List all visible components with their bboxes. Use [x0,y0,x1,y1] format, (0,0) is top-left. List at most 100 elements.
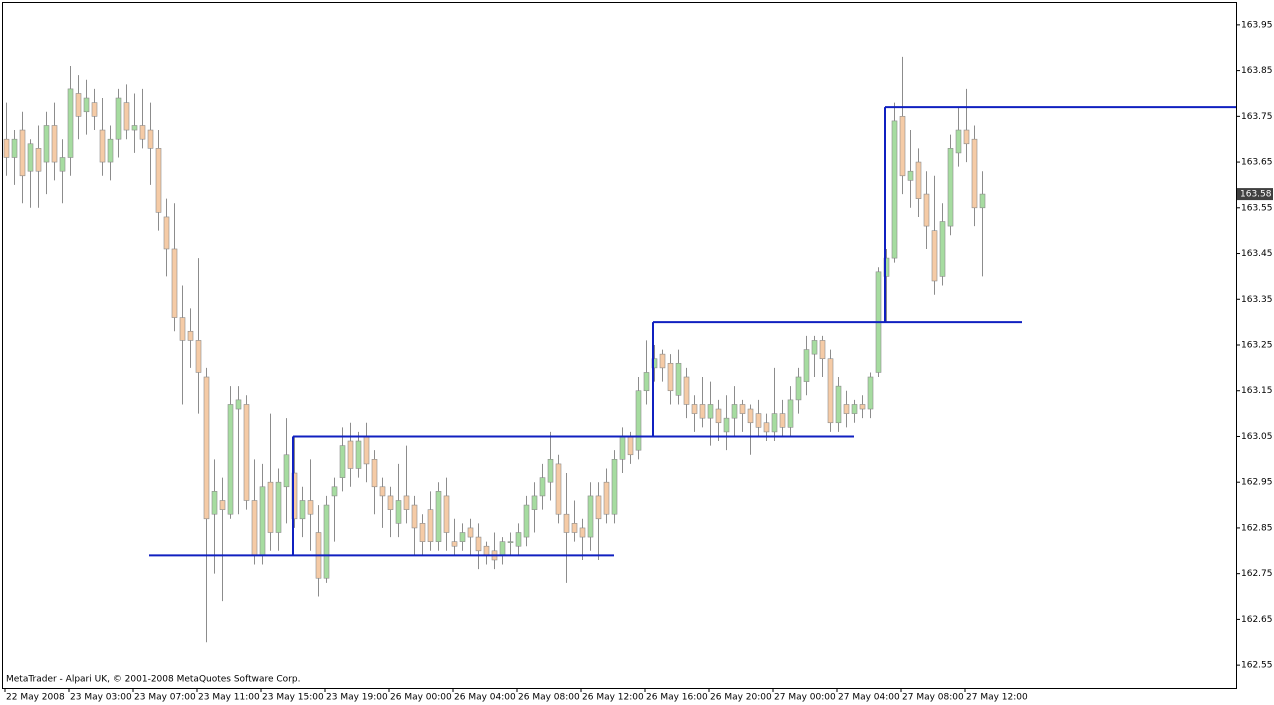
candle-body [427,509,434,542]
candle-body [683,376,690,405]
candle-body [259,486,266,556]
candle-body [219,500,226,510]
candle-body [363,436,370,465]
candle-body [907,170,914,181]
y-tick-label: 163.65 [1241,158,1273,168]
candle-body [547,459,554,483]
candle-body [819,340,826,360]
candle-body [435,491,442,542]
candle-body [35,148,42,172]
candle-body [131,125,138,131]
candle-body [963,129,970,145]
candle-body [667,362,674,392]
candle-body [59,157,66,172]
candle-body [899,116,906,177]
candle-body [99,129,106,163]
candle-body [939,221,946,277]
candle-body [643,372,650,392]
x-tick-label: 27 May 12:00 [966,693,1028,703]
candle-body [539,477,546,497]
candle-body [619,436,626,460]
candle-body [43,125,50,163]
x-tick-label: 26 May 16:00 [646,693,708,703]
candle-body [571,523,578,533]
candle-body [331,486,338,497]
candle-body [763,422,770,433]
candle-body [251,500,258,556]
candle-body [723,417,730,433]
x-tick-label: 23 May 03:00 [70,693,132,703]
y-tick-label: 163.55 [1241,203,1273,213]
y-tick-label: 163.15 [1241,386,1273,396]
candle-body [267,481,274,533]
candle-body [715,408,722,424]
candle-body [155,148,162,213]
candle-body [779,413,786,428]
x-tick-label: 26 May 08:00 [518,693,580,703]
watermark: MetaTrader - Alpari UK, © 2001-2008 Meta… [6,675,300,685]
candle-body [467,527,474,538]
y-tick-label: 163.85 [1241,66,1273,76]
candle-body [115,97,122,140]
candle-body [691,404,698,414]
candle-body [307,500,314,515]
candle-body [507,541,514,543]
y-tick-label: 162.55 [1241,661,1273,671]
candle-body [851,404,858,414]
candle-body [483,545,490,556]
x-tick-label: 23 May 07:00 [134,693,196,703]
candle-body [203,376,210,520]
candle-body [955,129,962,154]
candle-body [699,404,706,419]
candle-body [923,193,930,227]
candle-body [147,129,154,149]
candle-body [835,385,842,424]
x-tick-label: 26 May 20:00 [710,693,772,703]
candle-body [243,404,250,501]
candle-body [387,495,394,510]
candle-body [51,125,58,163]
x-tick-label: 23 May 11:00 [198,693,260,703]
price-marker [1237,188,1273,201]
candle-body [411,504,418,529]
candle-body [587,495,594,538]
plot-frame [2,2,1237,689]
candle-body [603,481,610,515]
candle-body [123,102,130,131]
candle-body [371,459,378,488]
y-tick-label: 163.05 [1241,432,1273,442]
candle-body [451,541,458,547]
candle-body [795,376,802,401]
candle-body [635,390,642,451]
candle-body [771,413,778,433]
candle-body [67,88,74,158]
price-label: 163.58 [1240,190,1272,200]
candle-body [803,349,810,382]
candle-body [747,408,754,424]
candle-body [347,440,354,469]
candle-body [731,404,738,419]
y-tick-label: 163.35 [1241,295,1273,305]
candle-body [675,362,682,396]
candle-body [179,317,186,341]
x-tick-label: 27 May 00:00 [774,693,836,703]
candle-body [555,463,562,515]
y-tick-label: 163.45 [1241,249,1273,259]
y-tick-label: 162.85 [1241,523,1273,533]
candle-body [171,248,178,318]
x-tick-label: 22 May 2008 [6,693,65,703]
candle-body [139,125,146,140]
candle-body [227,404,234,515]
candle-body [195,340,202,373]
candle-body [931,230,938,282]
candle-body [283,454,290,488]
candle-body [843,404,850,414]
candle-body [323,504,330,579]
candle-body [419,523,426,542]
x-tick-label: 26 May 04:00 [454,693,516,703]
candle-body [75,93,82,117]
candle-body [515,532,522,547]
candle-body [91,102,98,117]
